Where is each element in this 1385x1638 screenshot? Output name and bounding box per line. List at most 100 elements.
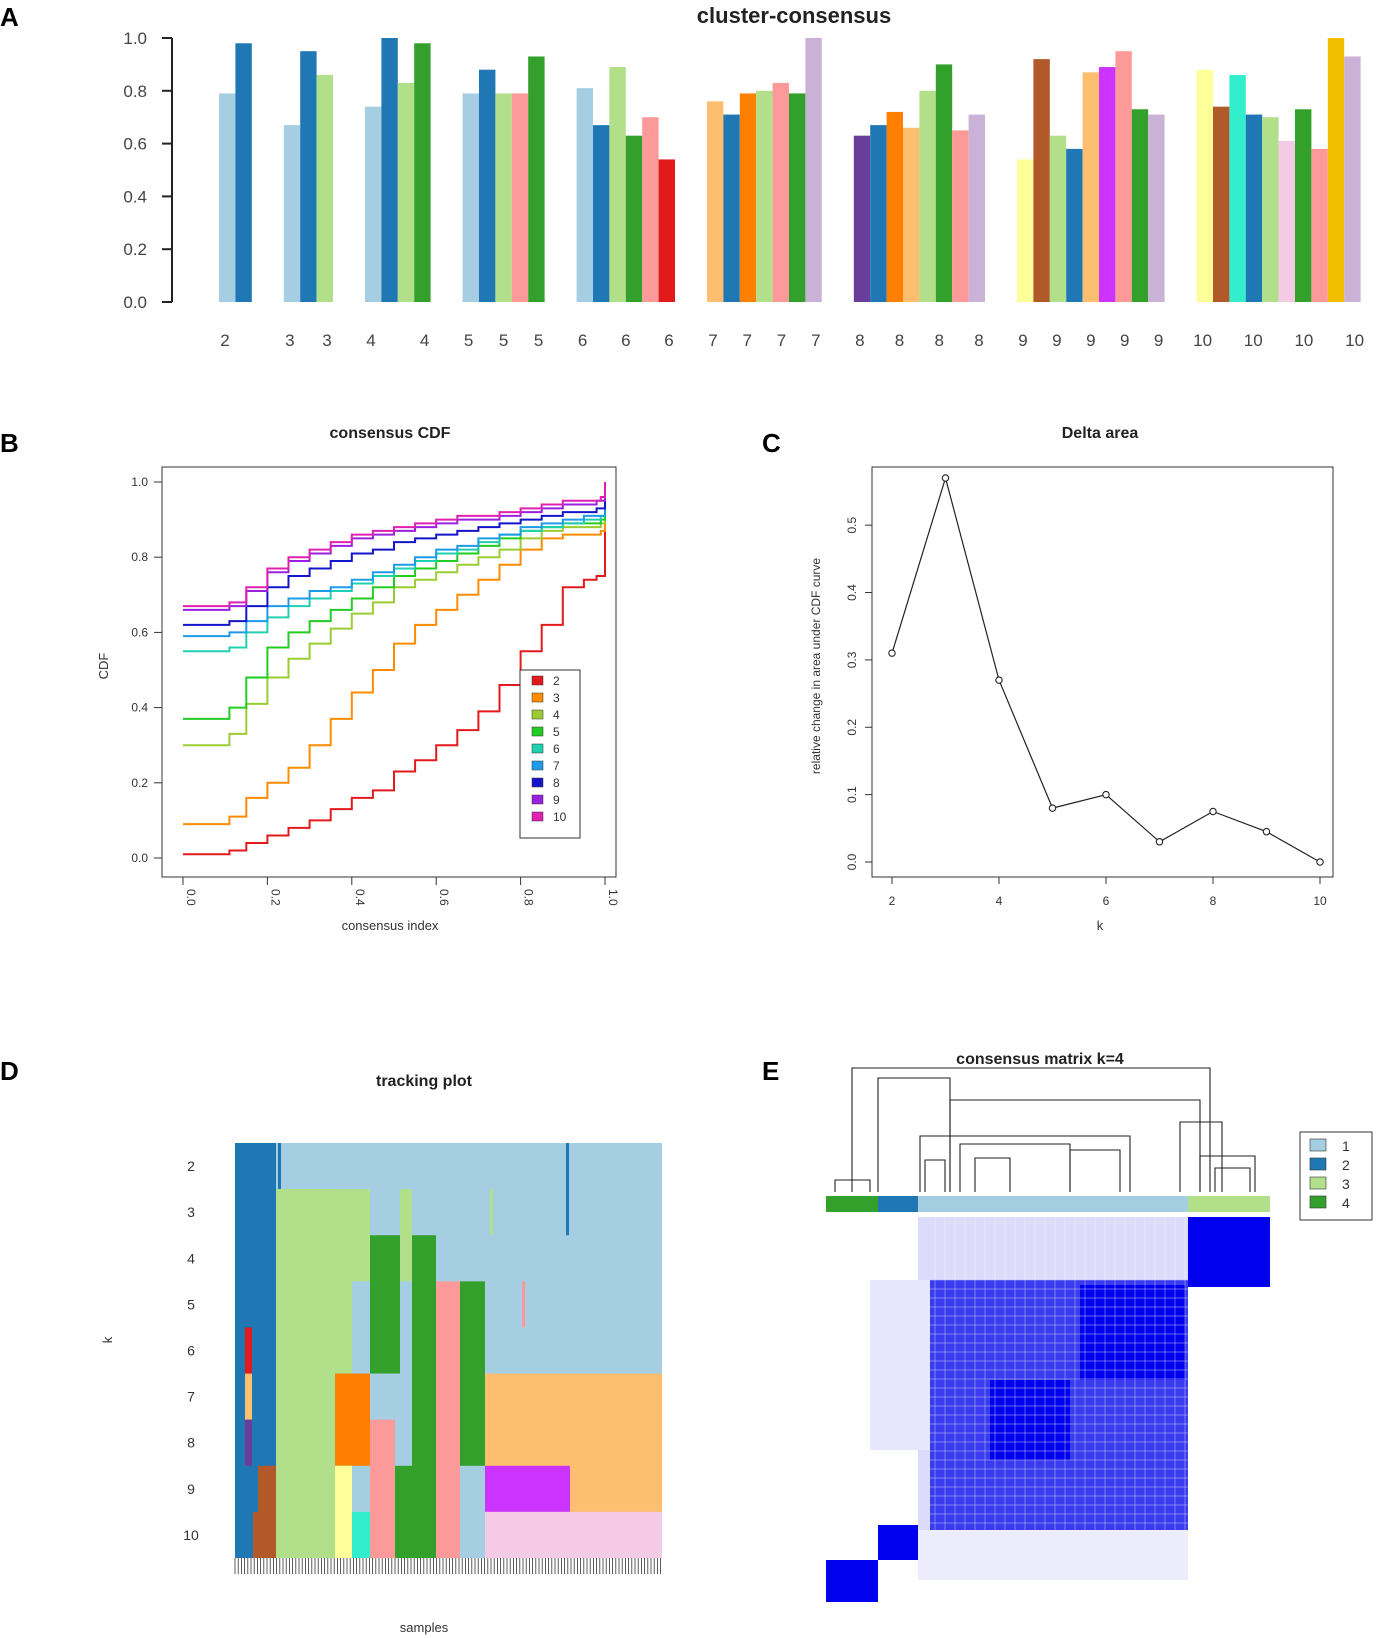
panel-b-series-line <box>183 482 606 747</box>
panel-a-xtick-label: 3 <box>322 331 331 350</box>
panel-b-legend-label: 2 <box>553 674 560 688</box>
panel-e-dendrogram-branch <box>919 1135 1131 1192</box>
panel-e-dendrogram-branch <box>877 1077 951 1192</box>
panel-a-xtick-label: 10 <box>1193 331 1212 350</box>
panel-a-bar <box>300 51 317 303</box>
panel-c-point <box>1048 804 1057 812</box>
panel-a-ytick-label: 1.0 <box>123 29 147 48</box>
panel-c-point <box>995 676 1003 684</box>
panel-a-xtick-label: 7 <box>743 331 752 350</box>
panel-a-bar <box>1049 135 1067 302</box>
panel-a-xtick-label: 5 <box>499 331 508 350</box>
panel-a-xtick-label: 10 <box>1244 331 1263 350</box>
panel-e-cluster-band <box>826 1196 878 1212</box>
panel-a-xtick-label: 10 <box>1345 331 1364 350</box>
panel-a-cluster-consensus: cluster-consensus 0.0 0.2 0.4 0.6 0.8 1.0 2 3 3 4… <box>123 3 1364 350</box>
panel-a-xtick-label: 9 <box>1052 331 1061 350</box>
panel-b-legend-label: 9 <box>553 793 560 807</box>
panel-a-bar <box>772 82 789 302</box>
panel-d-cluster-block <box>258 1465 276 1558</box>
panel-d-cluster-block <box>485 1511 662 1558</box>
panel-a-bar <box>1131 109 1149 302</box>
panel-a-xtick-label: 3 <box>285 331 294 350</box>
panel-e-dendrogram-branch <box>959 1143 1071 1192</box>
panel-d-cluster-block <box>460 1281 485 1466</box>
panel-d-cluster-block <box>412 1235 436 1558</box>
panel-c-delta-area: Delta area k relative change in area und… <box>809 425 1334 933</box>
panel-c-ytick-label: 0.3 <box>845 651 859 668</box>
panel-a-xtick-label: 7 <box>708 331 717 350</box>
panel-b-xtick-label: 0.2 <box>268 889 282 906</box>
panel-a-xtick-label: 8 <box>895 331 904 350</box>
panel-a-ytick-label: 0.4 <box>123 187 147 206</box>
panel-a-bar <box>1099 67 1116 302</box>
panel-b-series-line <box>183 482 606 638</box>
panel-a-bar <box>511 93 529 302</box>
panel-c-xtick-label: 8 <box>1210 894 1217 908</box>
panel-d-stripe <box>278 1143 281 1190</box>
panel-a-xtick-label: 8 <box>974 331 983 350</box>
panel-b-legend-swatch <box>531 760 544 771</box>
panel-a-ytick-label: 0.2 <box>123 240 147 259</box>
panel-a-xtick-label: 6 <box>664 331 673 350</box>
panel-d-cluster-block <box>352 1373 370 1466</box>
panel-a-xtick-label: 6 <box>578 331 587 350</box>
panel-e-dendrogram-branch <box>1179 1121 1223 1192</box>
panel-d-cluster-block <box>352 1189 370 1282</box>
panel-a-xtick-label: 9 <box>1120 331 1129 350</box>
panel-b-xtick-label: 1.0 <box>606 889 620 906</box>
panel-c-ytick-label: 0.0 <box>845 853 859 870</box>
panel-c-point <box>1209 807 1217 816</box>
panel-c-line <box>891 475 1321 863</box>
panel-a-bar <box>886 111 903 302</box>
panel-e-consensus-matrix: consensus matrix k=4 1 2 3 4 <box>826 1051 1373 1602</box>
panel-d-cluster-block <box>352 1511 370 1558</box>
panel-label-c: C <box>762 428 781 458</box>
panel-e-legend-swatch <box>1309 1157 1327 1171</box>
panel-a-ytick-label: 0.8 <box>123 82 147 101</box>
panel-a-bar <box>903 127 920 302</box>
panel-a-bar <box>528 56 545 303</box>
panel-a-bar <box>397 82 415 302</box>
panel-d-cluster-block <box>245 1327 252 1374</box>
panel-a-xtick-label: 9 <box>1086 331 1095 350</box>
panel-a-bar <box>756 90 773 302</box>
panel-e-matrix-block <box>1188 1217 1270 1287</box>
panel-d-row-label: 4 <box>187 1250 195 1266</box>
panel-a-bar <box>1245 114 1263 302</box>
panel-e-matrix-block <box>990 1380 1070 1460</box>
panel-e-dendrogram-branch <box>1214 1167 1251 1192</box>
panel-c-point <box>1316 858 1324 866</box>
panel-b-legend-swatch <box>531 692 544 703</box>
panel-a-xtick-label: 5 <box>464 331 473 350</box>
panel-d-stripe <box>490 1189 493 1236</box>
panel-e-dendrogram-branch <box>834 1179 871 1192</box>
panel-a-bar <box>1311 148 1328 302</box>
panel-d-cluster-block <box>395 1465 412 1558</box>
panel-c-xtick-label: 2 <box>889 894 896 908</box>
panel-label-a: A <box>0 2 19 32</box>
panel-a-xtick-label: 10 <box>1294 331 1313 350</box>
panel-c-xtick-label: 6 <box>1103 894 1110 908</box>
panel-b-legend-swatch <box>531 675 544 686</box>
panel-d-cluster-block <box>335 1373 352 1466</box>
panel-a-bar <box>593 125 610 303</box>
panel-d-cluster-block <box>245 1419 252 1466</box>
panel-a-bar <box>739 93 757 302</box>
panel-a-bar <box>1295 109 1312 302</box>
panel-c-point <box>888 649 896 657</box>
panel-e-cluster-band <box>878 1196 918 1212</box>
panel-c-point <box>1155 838 1164 846</box>
panel-c-point <box>1102 790 1110 799</box>
panel-c-ylabel: relative change in area under CDF curve <box>809 558 823 774</box>
panel-e-legend-label: 2 <box>1342 1157 1350 1173</box>
panel-label-e: E <box>762 1056 779 1086</box>
panel-e-dendrogram-branch <box>949 1099 1201 1192</box>
panel-b-legend-label: 10 <box>553 810 567 824</box>
panel-a-xtick-label: 7 <box>777 331 786 350</box>
panel-e-legend-swatch <box>1309 1138 1327 1152</box>
panel-c-ytick-label: 0.4 <box>845 584 859 601</box>
panel-b-legend-label: 6 <box>553 742 560 756</box>
panel-d-row-label: 6 <box>187 1343 195 1359</box>
panel-a-bar <box>1033 59 1050 303</box>
